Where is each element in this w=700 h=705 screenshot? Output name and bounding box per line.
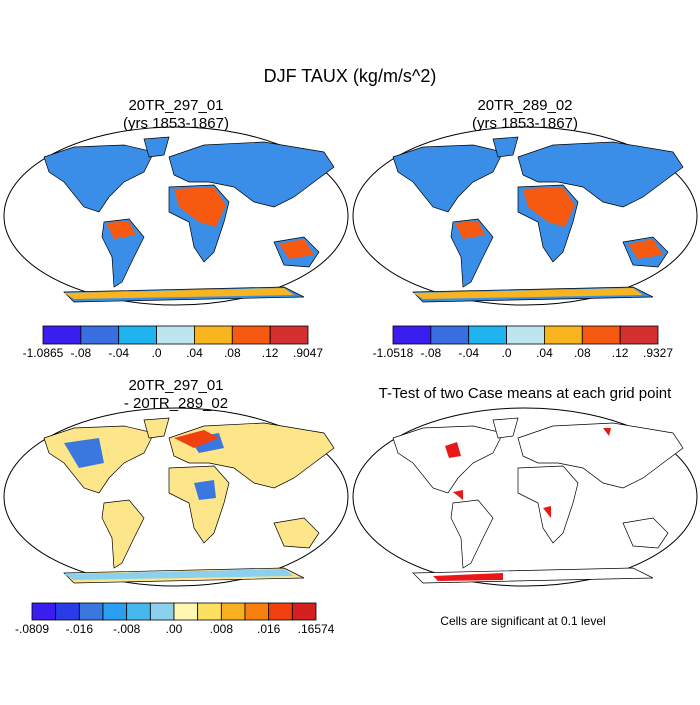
colorbar-box xyxy=(619,325,659,345)
colorbar-label: -.04 xyxy=(458,346,479,360)
colorbar-label: .08 xyxy=(224,346,241,360)
colorbar-box xyxy=(468,325,507,345)
colorbar-label: .9047 xyxy=(293,346,323,360)
colorbar-box xyxy=(156,325,195,345)
colorbar-box xyxy=(42,325,82,345)
colorbar-label: -.016 xyxy=(66,622,94,636)
colorbar-label: .00 xyxy=(166,622,183,636)
colorbar-label: .04 xyxy=(186,346,203,360)
panel-title: - 20TR_289_02 xyxy=(124,395,228,412)
colorbar-label: .0 xyxy=(502,346,512,360)
colorbar-box xyxy=(80,325,120,345)
colorbar-label: -.08 xyxy=(421,346,442,360)
colorbar-label: .016 xyxy=(257,622,281,636)
colorbar-box xyxy=(269,325,309,345)
figure-title: DJF TAUX (kg/m/s^2) xyxy=(264,66,437,86)
colorbar-label: .008 xyxy=(210,622,234,636)
panel-title: 20TR_297_01 xyxy=(128,97,223,114)
colorbar-box xyxy=(55,602,80,621)
map-panel xyxy=(3,126,349,306)
colorbar-label: -.0809 xyxy=(15,622,49,636)
colorbar-box xyxy=(244,602,270,621)
colorbar-box xyxy=(220,602,246,621)
panel-title: T-Test of two Case means at each grid po… xyxy=(379,385,672,402)
significance-note: Cells are significant at 0.1 level xyxy=(440,614,605,628)
panel-title: 20TR_289_02 xyxy=(477,97,572,114)
colorbar-box xyxy=(149,602,175,621)
colorbar-box xyxy=(173,602,199,621)
colorbar-label: .12 xyxy=(612,346,629,360)
colorbar-box xyxy=(506,325,545,345)
colorbar-label: -.008 xyxy=(113,622,141,636)
colorbar-label: -1.0865 xyxy=(23,346,64,360)
colorbar-label: .9327 xyxy=(643,346,673,360)
map-panel xyxy=(352,126,698,306)
colorbar-box xyxy=(544,325,583,345)
panel-title: (yrs 1853-1867) xyxy=(472,115,578,132)
colorbar-box xyxy=(231,325,271,345)
colorbar-box xyxy=(392,325,432,345)
colorbar-box xyxy=(102,602,128,621)
colorbar-box xyxy=(118,325,157,345)
panel-title: (yrs 1853-1867) xyxy=(123,115,229,132)
colorbar-label: .16574 xyxy=(298,622,335,636)
colorbar-box xyxy=(31,602,57,621)
map-panel xyxy=(3,407,349,587)
colorbar-label: .08 xyxy=(574,346,591,360)
colorbar-label: -1.0518 xyxy=(373,346,414,360)
colorbar-label: .12 xyxy=(262,346,279,360)
colorbar-label: .04 xyxy=(536,346,553,360)
panel-title: 20TR_297_01 xyxy=(128,377,223,394)
colorbar-box xyxy=(581,325,621,345)
colorbar-box xyxy=(78,602,104,621)
colorbar-box xyxy=(194,325,233,345)
map-panel xyxy=(352,407,698,587)
colorbar-label: -.04 xyxy=(108,346,129,360)
colorbar-box xyxy=(268,602,293,621)
colorbar-box xyxy=(291,602,317,621)
colorbar-box xyxy=(126,602,151,621)
colorbar-box xyxy=(430,325,470,345)
colorbar-label: -.08 xyxy=(71,346,92,360)
colorbar-label: .0 xyxy=(152,346,162,360)
colorbar-box xyxy=(197,602,222,621)
